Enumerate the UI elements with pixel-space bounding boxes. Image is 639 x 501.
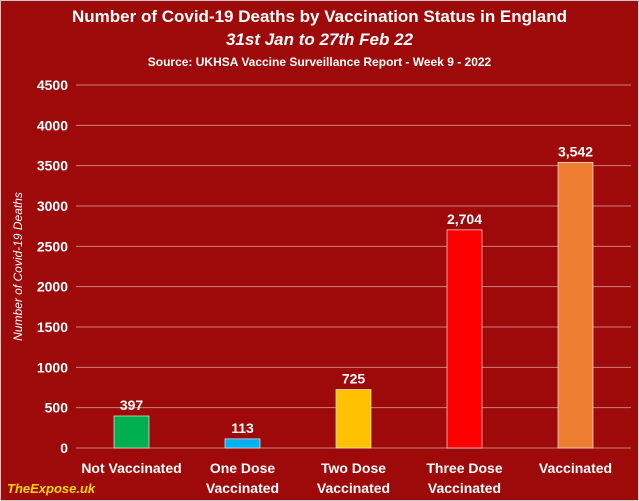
watermark: TheExpose.uk [7, 481, 96, 496]
bar [335, 389, 372, 449]
y-tick-label: 3000 [37, 198, 68, 214]
y-tick-label: 4500 [37, 77, 68, 93]
y-tick-label: 2500 [37, 238, 68, 254]
data-label: 397 [120, 397, 144, 413]
value-labels: 397 113 725 2,704 3,542 [120, 143, 593, 436]
y-tick-label: 2000 [37, 279, 68, 295]
y-tick-label: 0 [60, 440, 68, 456]
bar [224, 438, 261, 449]
category-labels: Not Vaccinated One Dose Vaccinated Two Dose… [81, 460, 612, 496]
y-tick-label: 500 [45, 400, 69, 416]
category-label: One Dose [210, 460, 276, 476]
bars [113, 161, 594, 449]
data-label: 113 [231, 420, 254, 436]
bar [446, 229, 483, 449]
y-tick-label: 3500 [37, 158, 68, 174]
chart-source: Source: UKHSA Vaccine Surveillance Repor… [147, 55, 492, 69]
data-label: 2,704 [447, 211, 482, 227]
category-label: Three Dose [426, 460, 502, 476]
category-label: Vaccinated [206, 480, 279, 496]
y-axis-ticks: 0 500 1000 1500 2000 2500 3000 3500 4000 4500 [37, 77, 68, 456]
y-tick-label: 1000 [37, 359, 68, 375]
bar [557, 161, 594, 449]
data-label: 725 [342, 371, 366, 387]
category-label: Not Vaccinated [81, 460, 181, 476]
category-label: Vaccinated [539, 460, 612, 476]
category-label: Vaccinated [317, 480, 390, 496]
chart-subtitle: 31st Jan to 27th Feb 22 [225, 30, 414, 49]
y-tick-label: 1500 [37, 319, 68, 335]
category-label: Vaccinated [428, 480, 501, 496]
category-label: Two Dose [321, 460, 386, 476]
bar [113, 415, 150, 449]
y-axis-label: Number of Covid-19 Deaths [11, 192, 25, 341]
y-tick-label: 4000 [37, 117, 68, 133]
data-label: 3,542 [558, 143, 593, 159]
chart-title: Number of Covid-19 Deaths by Vaccination… [72, 7, 567, 26]
